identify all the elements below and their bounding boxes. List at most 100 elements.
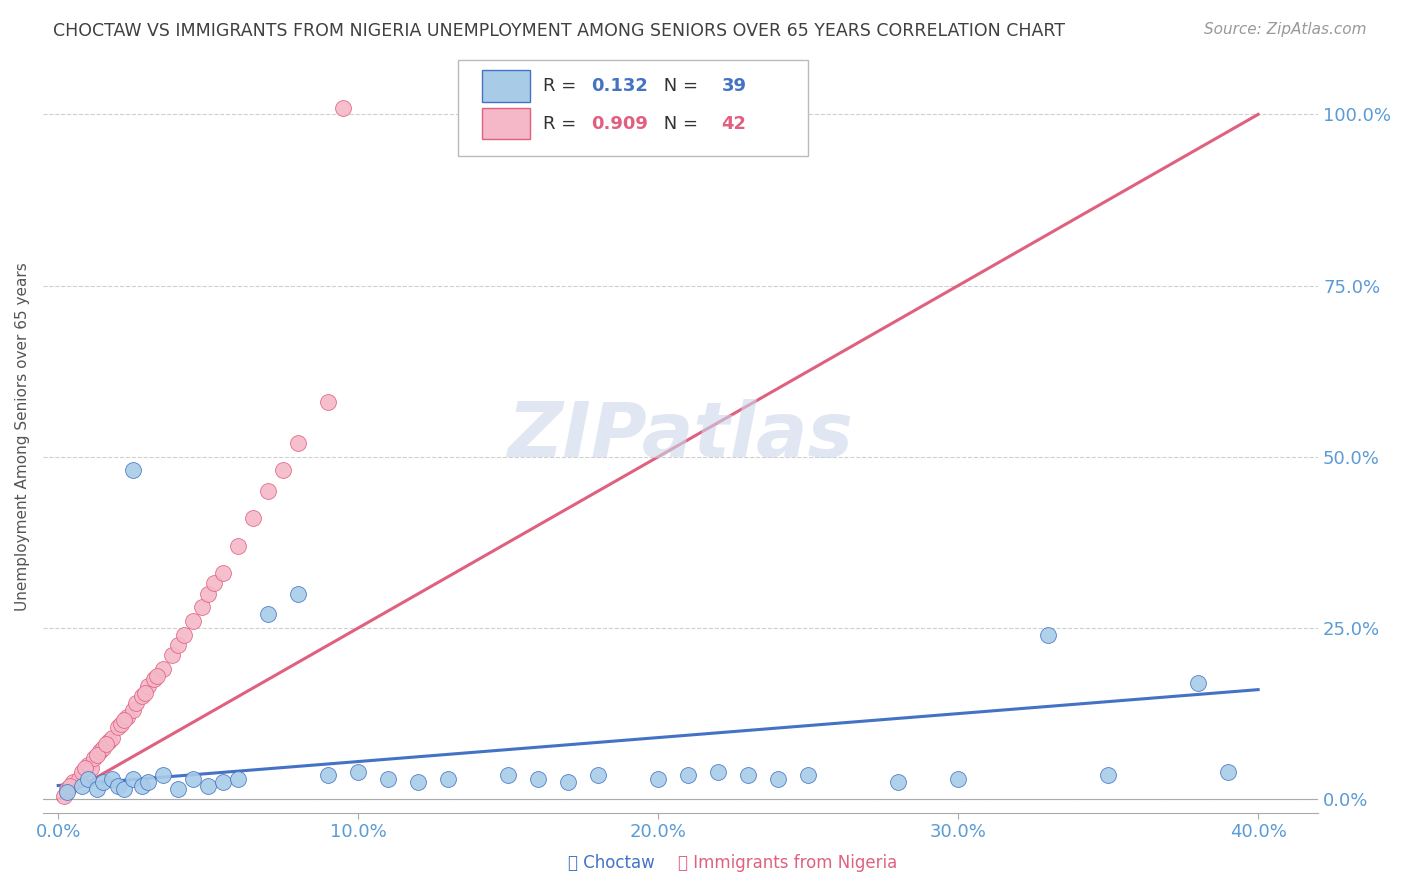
Point [134,686,156,700]
Point [56,785,79,799]
Point [136,679,159,693]
Point [257,607,280,622]
Point [107,779,129,793]
Point [70,764,93,779]
Point [136,775,159,789]
Text: 0.909: 0.909 [592,115,648,133]
Text: R =: R = [543,77,582,95]
Point [115,710,138,724]
Point [1187,675,1209,690]
Point [101,731,124,745]
Point [287,587,309,601]
Y-axis label: Unemployment Among Seniors over 65 years: Unemployment Among Seniors over 65 years [15,262,30,611]
Text: 39: 39 [721,77,747,95]
Point [125,696,148,710]
Point [647,772,669,786]
Point [226,772,249,786]
Point [271,463,294,477]
Point [1218,764,1240,779]
Point [212,775,235,789]
Point [67,772,90,786]
Point [946,772,969,786]
Point [377,772,399,786]
Point [160,648,183,663]
Point [131,690,153,704]
Point [146,669,169,683]
Point [70,779,93,793]
Text: CHOCTAW VS IMMIGRANTS FROM NIGERIA UNEMPLOYMENT AMONG SENIORS OVER 65 YEARS CORR: CHOCTAW VS IMMIGRANTS FROM NIGERIA UNEMP… [53,22,1066,40]
Point [737,768,759,782]
Point [89,744,111,758]
Point [96,738,118,752]
FancyBboxPatch shape [482,108,530,139]
Text: ⬛ Choctaw: ⬛ Choctaw [568,855,655,872]
Point [77,772,100,786]
Text: N =: N = [658,77,703,95]
Point [181,772,204,786]
Point [437,772,460,786]
Point [347,764,370,779]
Point [101,772,124,786]
Point [527,772,550,786]
Point [59,779,82,793]
Text: 0.132: 0.132 [592,77,648,95]
Point [110,717,132,731]
Point [226,539,249,553]
Point [1097,768,1119,782]
Text: ⬛ Immigrants from Nigeria: ⬛ Immigrants from Nigeria [678,855,897,872]
Text: N =: N = [658,115,703,133]
Point [676,768,699,782]
Point [797,768,820,782]
Point [53,789,76,803]
Point [167,781,190,796]
Point [122,772,145,786]
Point [332,101,354,115]
Point [98,734,121,748]
Point [80,761,103,775]
Point [91,775,114,789]
Point [316,395,339,409]
Point [496,768,519,782]
Point [143,673,166,687]
Point [107,720,129,734]
Point [707,764,730,779]
Point [152,662,174,676]
Point [257,483,280,498]
Point [112,714,135,728]
Point [112,781,135,796]
Point [62,775,84,789]
Point [181,614,204,628]
Point [86,781,108,796]
Point [86,747,108,762]
Point [83,751,105,765]
Point [191,600,214,615]
Point [242,511,264,525]
Point [75,761,97,775]
Point [557,775,579,789]
Point [167,638,190,652]
Point [56,781,79,796]
Point [197,779,219,793]
Point [91,740,114,755]
Point [152,768,174,782]
Point [287,436,309,450]
Text: 42: 42 [721,115,747,133]
Text: R =: R = [543,115,582,133]
Point [173,628,195,642]
Text: ZIPatlas: ZIPatlas [508,400,853,474]
Point [1036,628,1059,642]
FancyBboxPatch shape [482,70,530,102]
Point [766,772,789,786]
Point [887,775,910,789]
Point [131,779,153,793]
Point [212,566,235,581]
Point [122,463,145,477]
Point [197,587,219,601]
Point [122,703,145,717]
Point [586,768,609,782]
Point [316,768,339,782]
FancyBboxPatch shape [457,60,808,156]
Point [77,758,100,772]
Text: Source: ZipAtlas.com: Source: ZipAtlas.com [1204,22,1367,37]
Point [406,775,429,789]
